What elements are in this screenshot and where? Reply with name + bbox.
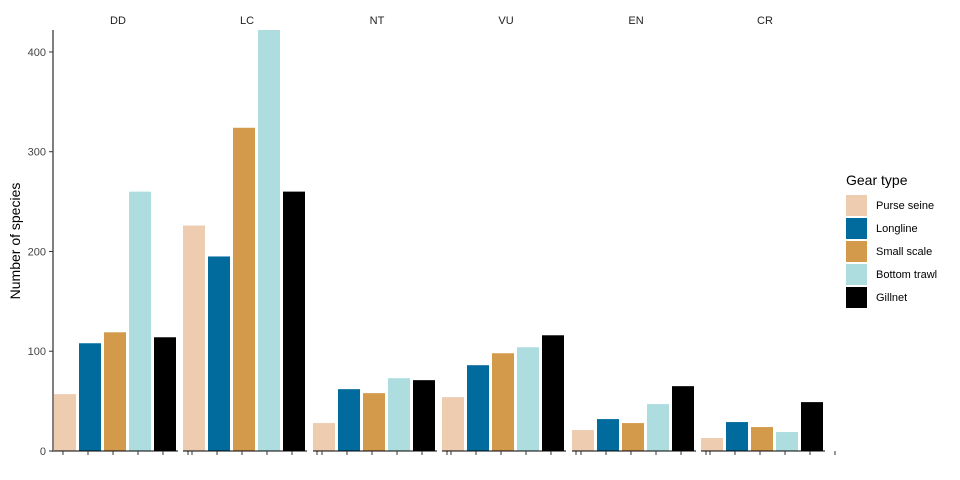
- bar: [258, 30, 280, 451]
- bar: [672, 386, 694, 451]
- bar: [467, 365, 489, 451]
- bar: [313, 423, 335, 451]
- bar: [701, 438, 723, 451]
- bar: [542, 335, 564, 451]
- bar: [442, 397, 464, 451]
- legend-item: Small scale: [846, 240, 937, 263]
- y-tick-label: 100: [28, 346, 46, 358]
- bar: [233, 127, 255, 452]
- y-axis-label: Number of species: [7, 183, 23, 300]
- bar: [597, 419, 619, 451]
- facet-label: NT: [370, 15, 385, 27]
- bar: [801, 402, 823, 451]
- bar: [776, 432, 798, 451]
- bar: [208, 256, 230, 451]
- legend-items: Purse seine Longline Small scale Bottom tra…: [846, 194, 937, 309]
- legend-swatch: [846, 195, 867, 216]
- bar: [517, 347, 539, 451]
- bar: [647, 404, 669, 451]
- legend-label: Longline: [876, 222, 918, 235]
- legend-label: Bottom trawl: [876, 268, 938, 281]
- bar: [104, 332, 126, 451]
- legend-item: Bottom trawl: [846, 263, 937, 286]
- legend-item: Gillnet: [846, 286, 937, 309]
- facet-label: DD: [110, 15, 126, 27]
- legend-swatch: [846, 241, 867, 262]
- bars: [54, 30, 823, 452]
- legend-swatch: [846, 264, 867, 285]
- legend-swatch: [846, 287, 867, 308]
- bar: [413, 380, 435, 451]
- y-axis: 0 100 200 300 400: [28, 30, 54, 458]
- facet-label: EN: [628, 15, 643, 27]
- y-tick-label: 300: [28, 147, 46, 159]
- bar: [622, 423, 644, 451]
- facet-label: CR: [757, 15, 773, 27]
- bar: [54, 394, 76, 451]
- facet-labels: DD LC NT VU EN CR: [110, 15, 773, 27]
- facet-label: LC: [240, 15, 254, 27]
- legend-item: Purse seine: [846, 194, 937, 217]
- bar: [129, 191, 151, 451]
- bar: [751, 427, 773, 451]
- bar: [283, 191, 305, 451]
- bar: [572, 430, 594, 451]
- bar: [183, 225, 205, 451]
- y-tick-label: 0: [40, 446, 46, 458]
- bar: [338, 389, 360, 451]
- bar: [363, 393, 385, 451]
- legend-label: Purse seine: [876, 199, 935, 212]
- legend-label: Gillnet: [876, 291, 908, 304]
- bar: [154, 337, 176, 451]
- bar: [726, 422, 748, 451]
- legend-label: Small scale: [876, 245, 933, 258]
- bar: [388, 378, 410, 451]
- facet-label: VU: [498, 15, 513, 27]
- legend-title: Gear type: [846, 172, 908, 188]
- y-tick-label: 200: [28, 246, 46, 258]
- bar: [79, 343, 101, 451]
- legend-swatch: [846, 218, 867, 239]
- y-tick-label: 400: [28, 47, 46, 59]
- legend: Gear type Purse seine Longline Small scale…: [846, 172, 937, 309]
- x-ticks: [54, 450, 836, 455]
- bar: [492, 353, 514, 451]
- legend-item: Longline: [846, 217, 937, 240]
